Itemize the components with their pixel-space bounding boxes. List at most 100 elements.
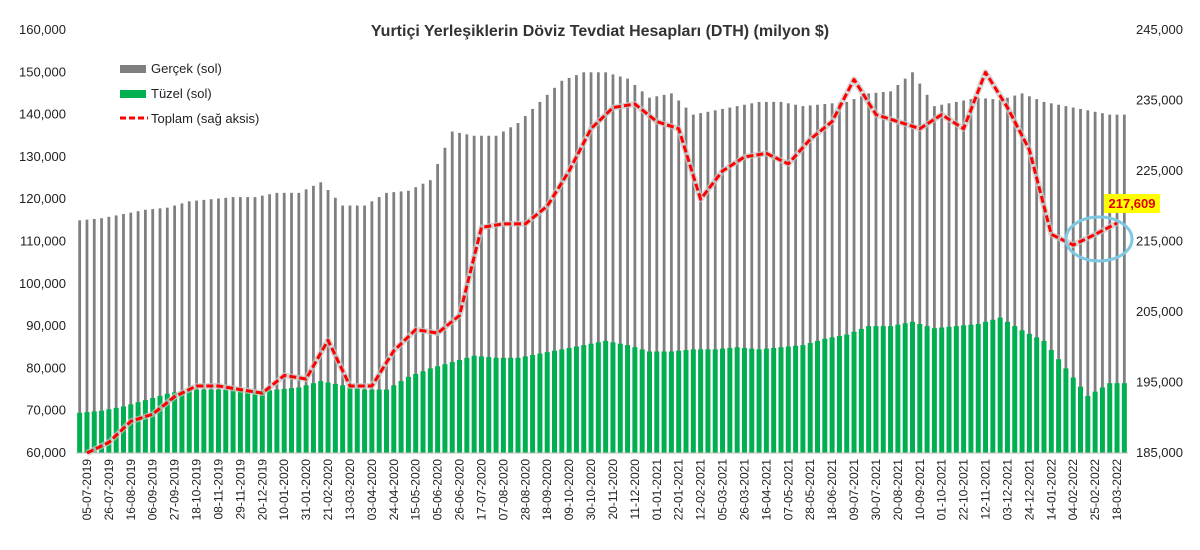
x-tick-label: 20-11-2020: [606, 459, 620, 520]
tuzel-bar: [924, 326, 930, 453]
tuzel-bar: [457, 359, 463, 453]
tuzel-bar: [632, 347, 638, 453]
x-tick-label: 16-08-2019: [124, 459, 138, 521]
gercek-bar: [224, 197, 228, 453]
gercek-bar: [743, 104, 746, 453]
x-tick-label: 05-03-2021: [716, 459, 730, 521]
gercek-bar: [78, 220, 82, 453]
tuzel-bar: [552, 350, 558, 453]
x-tick-label: 12-02-2021: [694, 459, 708, 521]
tuzel-bar: [1070, 377, 1076, 453]
tuzel-bar: [771, 347, 777, 453]
tuzel-bar: [712, 349, 718, 453]
tuzel-bar: [274, 389, 280, 453]
gercek-bar: [231, 197, 235, 453]
gercek-bar: [1006, 97, 1009, 454]
tuzel-bar: [194, 389, 200, 453]
gercek-bar: [596, 72, 600, 454]
left-tick-label: 70,000: [26, 403, 66, 418]
gercek-bar: [509, 127, 513, 453]
tuzel-bar: [113, 407, 119, 453]
gercek-bar: [407, 190, 410, 454]
x-tick-label: 17-07-2020: [475, 459, 489, 521]
x-tick-label: 15-05-2020: [409, 459, 423, 521]
tuzel-bar: [303, 385, 309, 453]
gercek-bar: [195, 200, 198, 453]
tuzel-bar: [164, 393, 170, 453]
tuzel-bar: [749, 348, 755, 453]
gercek-bar: [764, 101, 768, 453]
legend-label-tuzel: Tüzel (sol): [151, 86, 212, 101]
gercek-bar: [100, 218, 103, 453]
gercek-bar: [151, 209, 155, 453]
tuzel-bar: [763, 348, 769, 453]
x-tick-label: 22-10-2021: [957, 459, 971, 521]
tuzel-bar: [369, 389, 375, 453]
x-tick-label: 31-01-2020: [299, 459, 313, 521]
tuzel-bar: [1085, 395, 1091, 453]
gercek-bar: [246, 197, 250, 453]
gercek-bar: [633, 84, 637, 454]
gercek-bar: [911, 72, 914, 454]
x-tick-label: 09-07-2021: [847, 459, 861, 521]
gercek-bar: [984, 98, 987, 453]
gercek-bar: [677, 100, 681, 453]
gercek-bar: [516, 123, 520, 453]
gercek-bar: [144, 209, 147, 453]
tuzel-bar: [332, 383, 338, 453]
gercek-bar: [399, 191, 403, 453]
gercek-bar: [670, 93, 673, 453]
tuzel-bar: [902, 323, 908, 453]
gercek-bar: [363, 205, 366, 453]
gercek-bar: [443, 147, 447, 454]
tuzel-bar: [800, 345, 806, 453]
tuzel-bar: [340, 385, 346, 453]
gercek-bar: [538, 101, 542, 453]
gercek-bar: [85, 219, 89, 453]
gercek-bar: [575, 75, 578, 454]
gercek-bar: [845, 101, 849, 453]
tuzel-bar: [807, 343, 813, 453]
x-tick-label: 26-03-2021: [738, 459, 752, 521]
x-tick-label: 27-09-2019: [168, 459, 182, 521]
gercek-bar: [998, 99, 1002, 454]
x-tick-label: 11-12-2020: [628, 459, 642, 520]
tuzel-bar: [230, 389, 236, 453]
right-tick-label: 205,000: [1136, 304, 1183, 319]
x-tick-label: 18-09-2020: [540, 459, 554, 521]
gercek-bar: [808, 105, 812, 453]
x-tick-label: 05-06-2020: [431, 459, 445, 521]
tuzel-bar: [135, 402, 141, 453]
left-tick-label: 120,000: [19, 191, 66, 206]
gercek-bar: [1057, 104, 1060, 453]
tuzel-bar: [639, 349, 645, 453]
legend: Gerçek (sol) Tüzel (sol) Toplam (sağ aks…: [120, 61, 259, 126]
gercek-bar: [187, 201, 191, 453]
tuzel-bar: [376, 389, 382, 453]
tuzel-bar: [1114, 383, 1120, 453]
tuzel-bar: [1026, 333, 1032, 453]
gercek-bar: [779, 101, 783, 453]
tuzel-bar: [508, 357, 514, 453]
gercek-bar: [1020, 93, 1024, 453]
x-tick-label: 18-10-2019: [190, 459, 204, 521]
tuzel-bar: [201, 389, 207, 453]
x-tick-label: 28-05-2021: [803, 459, 817, 521]
tuzel-bar: [625, 345, 631, 453]
gercek-bar: [859, 96, 863, 454]
gercek-bar: [662, 94, 666, 454]
tuzel-bar: [1019, 330, 1025, 453]
tuzel-bar: [427, 368, 433, 453]
tuzel-bar: [150, 398, 156, 453]
gercek-bar: [691, 114, 695, 453]
tuzel-bar: [267, 390, 273, 453]
tuzel-bar: [296, 387, 302, 453]
tuzel-bar: [720, 348, 726, 453]
tuzel-bar: [778, 347, 784, 453]
highlight-circle: [1064, 215, 1134, 263]
x-tick-label: 28-08-2020: [518, 459, 532, 521]
tuzel-bar: [683, 350, 689, 453]
tuzel-bar: [654, 351, 660, 453]
gercek-bar: [501, 131, 505, 453]
gercek-bar: [290, 192, 293, 454]
